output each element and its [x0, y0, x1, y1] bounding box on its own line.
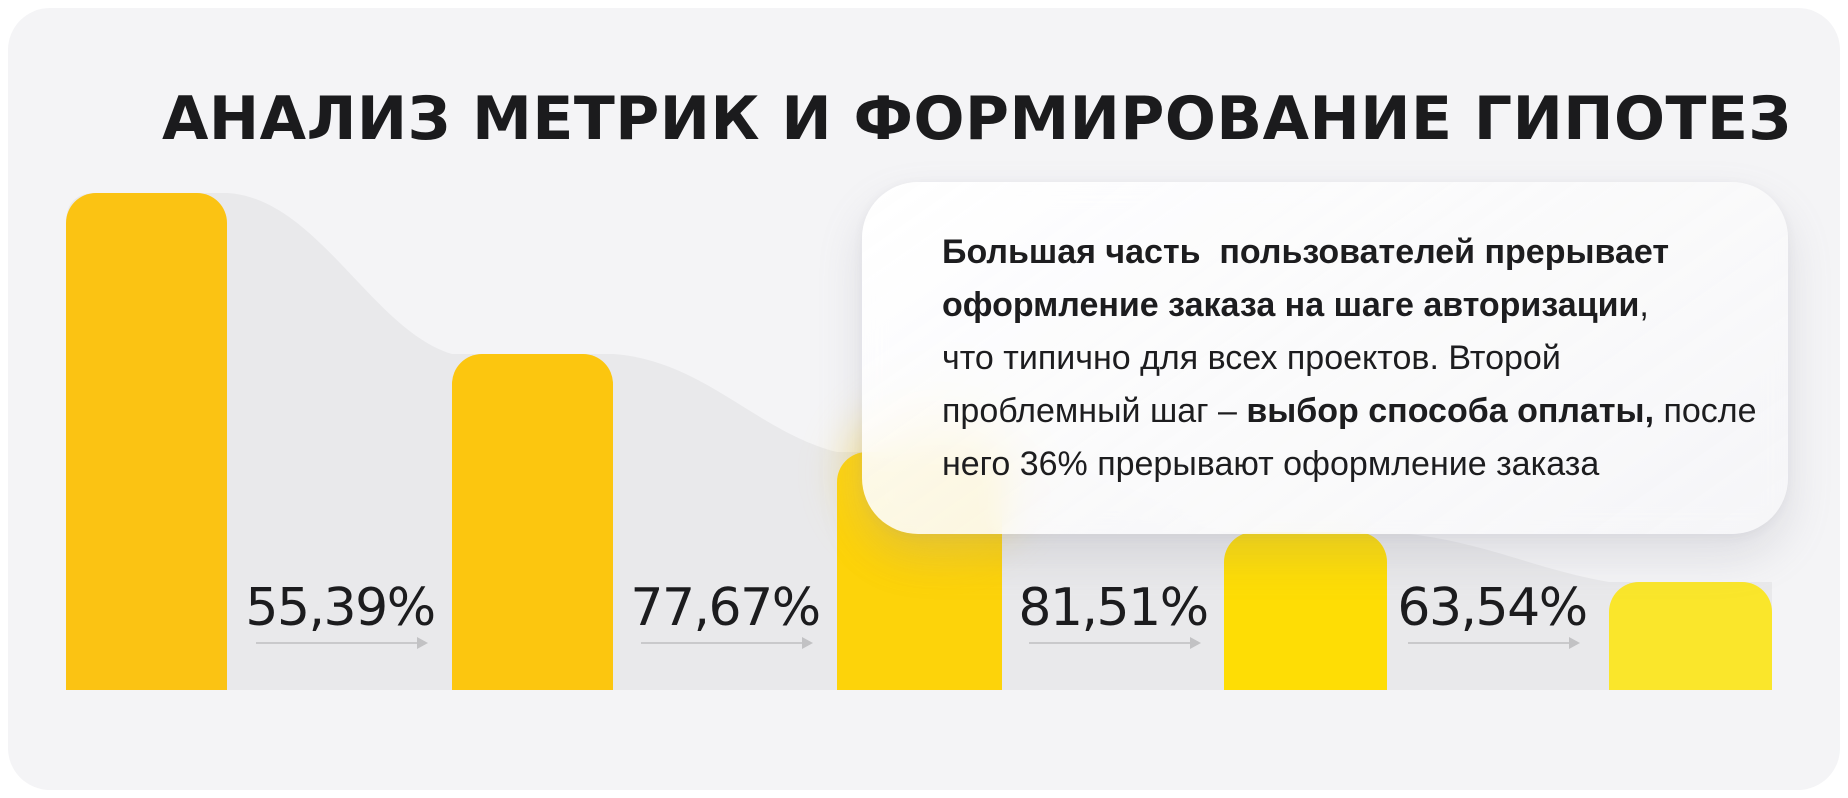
annotation-text-bold: выбор способа оплаты,: [1246, 392, 1655, 430]
page-title: АНАЛИЗ МЕТРИК И ФОРМИРОВАНИЕ ГИПОТЕЗ: [162, 84, 1792, 154]
right-arrow-icon: [1408, 637, 1580, 649]
right-arrow-icon: [1029, 637, 1201, 649]
annotation-text-bold: оформление заказа на шаге авторизации: [942, 286, 1640, 324]
annotation-line: Большая часть пользователей прерывает: [942, 226, 1710, 279]
annotation-text: него 36% прерывают оформление заказа: [942, 445, 1600, 483]
right-arrow-icon: [256, 637, 428, 649]
annotation-line: проблемный шаг – выбор способа оплаты, п…: [942, 385, 1757, 438]
conversion-rate-2: 77,67%: [630, 578, 821, 638]
annotation-line: него 36% прерывают оформление заказа: [942, 438, 1710, 491]
conversion-rate-4: 63,54%: [1397, 578, 1588, 638]
annotation-text: проблемный шаг –: [942, 392, 1247, 430]
annotation-text: что типично для всех проектов. Второй: [942, 339, 1561, 377]
annotation-text-bold: Большая часть пользователей прерывает: [942, 233, 1669, 271]
conversion-rate-1: 55,39%: [245, 578, 436, 638]
annotation-text: ,: [1639, 286, 1649, 324]
slide-background: АНАЛИЗ МЕТРИК И ФОРМИРОВАНИЕ ГИПОТЕЗ 55,…: [8, 8, 1840, 790]
conversion-rate-3: 81,51%: [1018, 578, 1209, 638]
annotation-text: после: [1654, 392, 1757, 430]
funnel-bar-2: [452, 354, 613, 690]
annotation-line: оформление заказа на шаге авторизации,: [942, 279, 1710, 332]
funnel-bar-5: [1609, 582, 1772, 690]
annotation-line: что типично для всех проектов. Второй: [942, 332, 1710, 385]
right-arrow-icon: [641, 637, 813, 649]
annotation-card: Большая часть пользователей прерывает оф…: [862, 182, 1788, 534]
funnel-bar-4: [1224, 532, 1387, 690]
funnel-bar-1: [66, 193, 227, 690]
